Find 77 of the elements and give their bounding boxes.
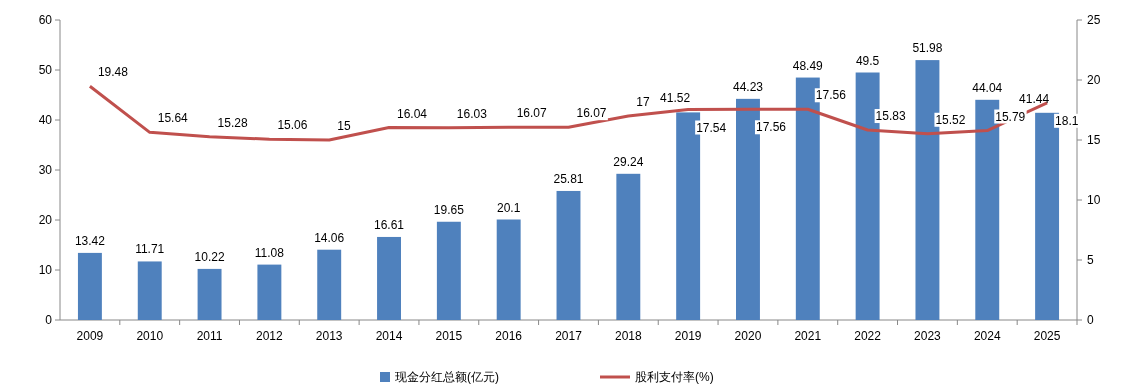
bar: [616, 173, 641, 320]
x-tick-label: 2015: [435, 329, 463, 343]
bar: [137, 261, 162, 320]
x-tick-label: 2014: [375, 329, 403, 343]
data-label: 29.24: [613, 154, 644, 169]
x-tick-label: 2021: [794, 329, 822, 343]
data-label: 14.06: [314, 230, 345, 245]
x-tick-label: 2024: [973, 329, 1001, 343]
data-label: 44.23: [732, 79, 764, 94]
data-label: 15.28: [217, 115, 248, 130]
data-label: 25.81: [553, 171, 584, 186]
data-label: 15.79: [995, 109, 1026, 124]
data-label: 17.56: [755, 120, 787, 135]
legend-label: 股利支付率(%): [635, 370, 714, 384]
data-label: 15.52: [935, 112, 966, 127]
data-label: 15.06: [277, 118, 308, 133]
y-tick-label: 30: [38, 163, 53, 177]
y2-tick-label: 15: [1087, 133, 1101, 147]
data-label: 17.56: [815, 88, 847, 103]
x-tick-label: 2017: [555, 329, 583, 343]
x-tick-label: 2016: [495, 329, 523, 343]
data-label: 44.04: [972, 80, 1003, 95]
data-label: 17.54: [696, 120, 727, 135]
y-tick-label: 60: [38, 13, 53, 27]
y2-tick-label: 25: [1087, 13, 1101, 27]
data-label: 15.83: [875, 109, 906, 124]
bar: [556, 190, 581, 320]
data-label: 20.1: [497, 200, 521, 215]
data-label: 10.22: [194, 249, 225, 264]
data-label: 16.07: [576, 106, 607, 121]
legend-label: 现金分红总额(亿元): [395, 370, 499, 384]
y2-tick-label: 20: [1087, 73, 1101, 87]
y-tick-label: 40: [38, 113, 53, 127]
x-tick-label: 2013: [315, 329, 343, 343]
data-label: 15.64: [157, 111, 189, 126]
bar: [436, 221, 461, 320]
y-tick-label: 10: [38, 263, 53, 277]
x-tick-label: 2012: [256, 329, 284, 343]
data-label: 19.48: [97, 65, 129, 80]
data-label: 13.42: [74, 233, 106, 248]
data-label: 49.5: [855, 53, 880, 68]
y-tick-label: 20: [38, 213, 53, 227]
data-label: 41.52: [660, 91, 691, 106]
data-label: 17: [636, 95, 650, 109]
x-tick-label: 2010: [136, 329, 164, 343]
bar: [496, 219, 521, 320]
y2-tick-label: 0: [1087, 313, 1094, 327]
bar: [77, 252, 102, 320]
x-tick-label: 2009: [76, 329, 104, 343]
data-label: 16.03: [456, 106, 488, 121]
data-label: 48.49: [792, 58, 824, 73]
y-tick-label: 0: [45, 313, 53, 327]
data-label: 16.61: [374, 217, 405, 232]
y-tick-label: 50: [38, 63, 53, 77]
line-series: [88, 84, 1049, 142]
y2-tick-label: 5: [1087, 253, 1094, 267]
data-label: 18.1: [1055, 113, 1079, 128]
x-tick-label: 2022: [854, 329, 882, 343]
data-label: 19.65: [433, 202, 465, 217]
bar: [317, 249, 342, 320]
bar: [197, 268, 222, 320]
data-label: 51.98: [912, 41, 943, 56]
data-label: 16.04: [397, 106, 428, 121]
x-tick-label: 2020: [734, 329, 762, 343]
x-tick-label: 2011: [196, 329, 223, 343]
data-label: 11.08: [254, 245, 285, 260]
x-tick-label: 2018: [614, 329, 642, 343]
x-tick-label: 2019: [674, 329, 702, 343]
x-tick-label: 2025: [1033, 329, 1061, 343]
data-label: 11.71: [135, 242, 165, 257]
data-label: 41.44: [1019, 91, 1050, 106]
data-label: 16.07: [516, 106, 548, 121]
bar: [257, 264, 282, 320]
y2-tick-label: 10: [1087, 193, 1101, 207]
x-tick-label: 2023: [914, 329, 942, 343]
bar: [377, 236, 401, 320]
data-label: 15: [337, 119, 351, 133]
